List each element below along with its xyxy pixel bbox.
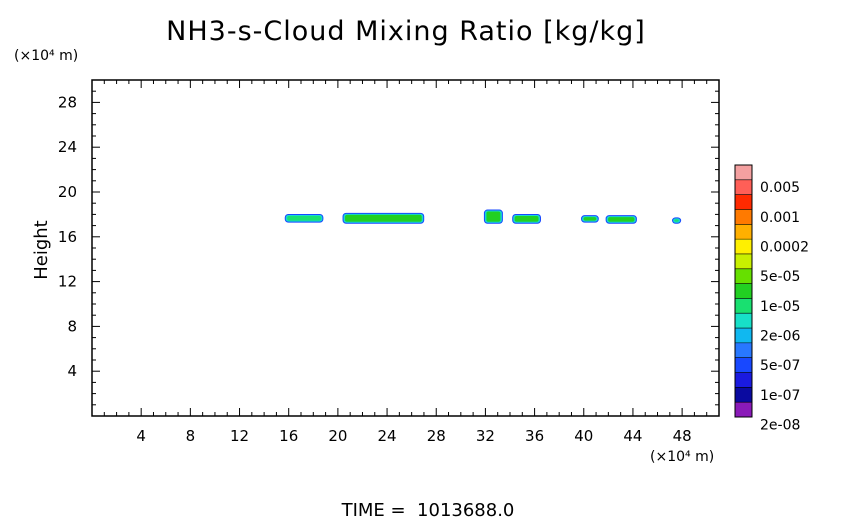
axis-ticks xyxy=(92,80,719,416)
colorbar-label: 0.0002 xyxy=(760,240,809,256)
colorbar xyxy=(734,164,753,418)
x-tick-label: 48 xyxy=(673,427,692,445)
cloud-region xyxy=(608,217,635,222)
x-tick-label: 8 xyxy=(186,427,196,445)
colorbar-swatch xyxy=(735,328,752,344)
x-tick-labels: 4 8 12 16 20 24 28 32 36 40 44 48 xyxy=(136,427,691,445)
cloud-regions xyxy=(284,209,682,224)
colorbar-swatch xyxy=(735,372,752,388)
colorbar-swatch xyxy=(735,209,752,225)
colorbar-swatch xyxy=(735,224,752,240)
y-tick-label: 28 xyxy=(58,93,77,111)
cloud-region xyxy=(674,219,679,222)
cloud-region xyxy=(514,216,539,222)
y-axis-unit: (×10⁴ m) xyxy=(14,48,78,64)
colorbar-swatch xyxy=(735,165,752,181)
chart-title: NH3-s-Cloud Mixing Ratio [kg/kg] xyxy=(166,16,646,47)
colorbar-swatch xyxy=(735,402,752,418)
time-footer: TIME = 1013688.0 xyxy=(341,500,515,519)
colorbar-swatch xyxy=(735,387,752,403)
x-tick-label: 32 xyxy=(476,427,495,445)
x-tick-label: 28 xyxy=(427,427,446,445)
x-tick-label: 36 xyxy=(525,427,544,445)
colorbar-swatch xyxy=(735,357,752,373)
x-tick-label: 24 xyxy=(378,427,397,445)
colorbar-swatch xyxy=(735,268,752,284)
cloud-region xyxy=(345,214,422,222)
colorbar-swatch xyxy=(735,239,752,255)
colorbar-label: 0.001 xyxy=(760,210,800,226)
colorbar-label: 5e-07 xyxy=(760,358,800,374)
colorbar-swatch xyxy=(735,298,752,314)
colorbar-label: 1e-07 xyxy=(760,388,800,404)
colorbar-label: 2e-06 xyxy=(760,328,800,344)
cloud-region xyxy=(486,211,501,222)
colorbar-label: 2e-08 xyxy=(760,417,800,433)
x-axis-unit: (×10⁴ m) xyxy=(650,449,714,465)
x-tick-label: 12 xyxy=(230,427,249,445)
x-tick-label: 16 xyxy=(279,427,298,445)
y-tick-labels: 4 8 12 16 20 24 28 xyxy=(58,93,77,380)
y-tick-label: 8 xyxy=(67,317,77,335)
x-tick-label: 20 xyxy=(328,427,347,445)
y-tick-label: 16 xyxy=(58,228,77,246)
y-tick-label: 24 xyxy=(58,138,77,156)
colorbar-swatch xyxy=(735,342,752,359)
y-tick-label: 20 xyxy=(58,183,77,201)
colorbar-swatch xyxy=(735,283,752,299)
colorbar-swatch xyxy=(735,179,752,195)
colorbar-labels: 0.005 0.001 0.0002 5e-05 1e-05 2e-06 5e-07 1e-0… xyxy=(760,180,809,433)
y-tick-label: 12 xyxy=(58,273,77,291)
cloud-region xyxy=(583,217,597,221)
colorbar-swatch xyxy=(735,194,752,210)
colorbar-frame xyxy=(734,164,753,418)
colorbar-swatch xyxy=(735,253,752,270)
x-tick-label: 40 xyxy=(574,427,593,445)
colorbar-label: 0.005 xyxy=(760,180,800,196)
plot-frame xyxy=(91,79,720,417)
x-tick-label: 44 xyxy=(623,427,642,445)
colorbar-swatch xyxy=(735,313,752,329)
x-tick-label: 4 xyxy=(136,427,146,445)
colorbar-label: 1e-05 xyxy=(760,299,800,315)
cloud-region xyxy=(287,216,321,221)
y-axis-label: Height xyxy=(31,220,52,280)
colorbar-label: 5e-05 xyxy=(760,269,800,285)
y-tick-label: 4 xyxy=(67,362,77,380)
